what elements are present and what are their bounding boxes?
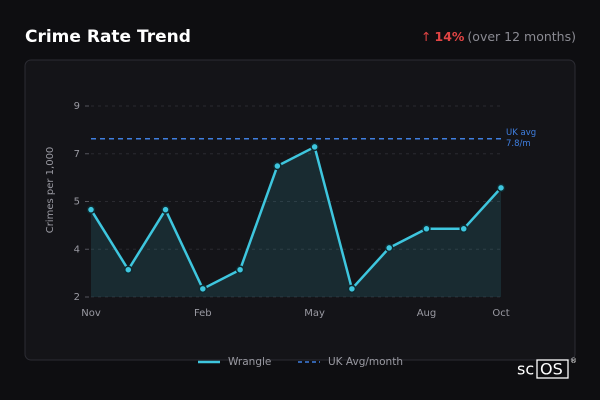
point (235, 265, 245, 274)
legend-label: Wrangle (228, 356, 271, 368)
title: Crime Rate Trend (25, 27, 191, 47)
x-tick-label: Feb (194, 308, 212, 319)
point (310, 142, 319, 152)
point (198, 284, 208, 294)
point (347, 284, 357, 294)
point (86, 205, 96, 214)
watermark-mark: ® (570, 357, 577, 365)
y-tick-label: 9 (74, 101, 80, 112)
point (459, 224, 468, 234)
point (124, 265, 133, 274)
x-tick-label: Nov (81, 308, 101, 319)
point (496, 183, 506, 193)
point (384, 243, 394, 253)
y-tick-label: 5 (74, 197, 80, 208)
y-tick-label: 4 (74, 244, 80, 255)
watermark-box (536, 359, 569, 379)
change-arrow: ↑ (421, 29, 431, 44)
y-axis-label: Crimes per 1,000 (45, 147, 56, 234)
y-tick-label: 2 (74, 292, 80, 303)
watermark-text: sc (517, 360, 534, 379)
y-tick-label: 7 (74, 149, 80, 160)
point (273, 161, 282, 171)
x-tick-label: May (304, 308, 325, 319)
chart-panel (24, 59, 576, 361)
change-value: 14% (435, 29, 465, 44)
change-summary: ↑ 14% (over 12 months) (421, 29, 576, 44)
point (422, 224, 431, 234)
change-note: (over 12 months) (467, 29, 576, 44)
reference-label: 7.8/m (506, 139, 531, 149)
area (91, 146, 501, 297)
x-tick-label: Aug (417, 308, 437, 319)
reference-label: UK avg (506, 128, 536, 138)
watermark-text: OS (540, 360, 563, 379)
x-tick-label: Oct (492, 308, 509, 319)
line (89, 145, 502, 291)
watermark: sc OS ® (517, 357, 577, 379)
point (161, 205, 170, 214)
legend-label: UK Avg/month (328, 356, 403, 368)
